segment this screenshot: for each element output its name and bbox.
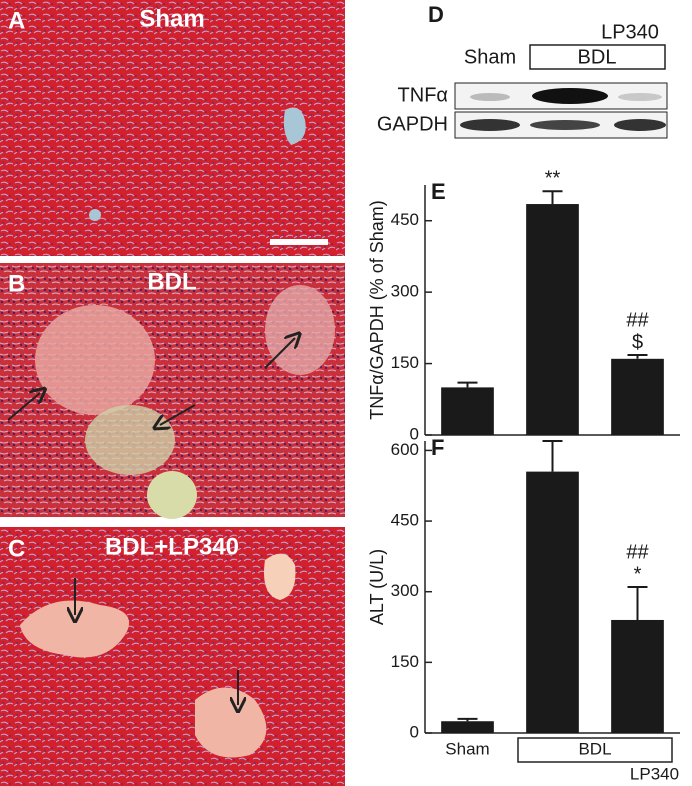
group-box bbox=[517, 737, 673, 763]
blot-band bbox=[530, 120, 600, 130]
blot-band bbox=[460, 119, 520, 131]
row-label: TNFα bbox=[398, 84, 448, 106]
y-axis-title: TNFα/GAPDH (% of Sham) bbox=[367, 200, 387, 419]
significance-label: ** bbox=[545, 417, 561, 439]
y-tick-label: 450 bbox=[391, 511, 419, 530]
panel-a: A Sham bbox=[0, 0, 345, 256]
panel-label: BDL bbox=[147, 268, 196, 295]
vessel bbox=[147, 471, 197, 519]
panel-label: Sham bbox=[139, 5, 204, 32]
x-tick-label: Sham bbox=[445, 739, 489, 758]
vessel bbox=[89, 209, 101, 221]
significance-label: ## bbox=[626, 541, 649, 563]
panel-c: C BDL+LP340 bbox=[0, 527, 345, 786]
row-label: GAPDH bbox=[377, 113, 448, 135]
panel-d: D LP340 Sham BDL TNFα GAPDH bbox=[377, 2, 668, 139]
significance-label: * bbox=[634, 563, 642, 585]
panel-letter: E bbox=[431, 179, 446, 204]
y-tick-label: 0 bbox=[410, 424, 419, 443]
panel-letter: B bbox=[8, 270, 25, 297]
vessel bbox=[264, 553, 296, 600]
necrosis bbox=[265, 285, 335, 375]
blot-band bbox=[618, 93, 662, 101]
y-tick-label: 150 bbox=[391, 353, 419, 372]
error-bar bbox=[627, 586, 648, 620]
group-label: Sham bbox=[464, 46, 516, 68]
necrosis bbox=[195, 687, 267, 758]
panel-letter: A bbox=[8, 7, 25, 34]
bar bbox=[526, 471, 579, 733]
group-label: BDL bbox=[578, 46, 617, 68]
x-tick-label: LP340 bbox=[630, 764, 679, 783]
significance-label: ** bbox=[545, 167, 561, 189]
arrow bbox=[264, 338, 295, 369]
group-box bbox=[529, 44, 666, 70]
error-bar bbox=[457, 381, 478, 388]
x-tick-label: BDL bbox=[578, 739, 611, 758]
bar bbox=[441, 387, 494, 435]
panel-letter: D bbox=[428, 2, 444, 27]
bar bbox=[441, 721, 494, 733]
arrow bbox=[160, 404, 196, 425]
panel-letter: F bbox=[431, 435, 444, 460]
necrosis bbox=[20, 600, 130, 658]
y-tick-label: 300 bbox=[391, 282, 419, 301]
error-bar bbox=[457, 717, 478, 722]
significance-label: ## bbox=[626, 309, 649, 331]
bar bbox=[526, 204, 579, 435]
y-tick-label: 0 bbox=[410, 722, 419, 741]
necrosis bbox=[35, 305, 155, 415]
blot-band bbox=[470, 93, 510, 101]
y-tick-label: 150 bbox=[391, 652, 419, 671]
bar bbox=[611, 619, 664, 733]
error-bar bbox=[542, 440, 563, 472]
bar bbox=[611, 358, 664, 435]
panel-letter: C bbox=[8, 535, 25, 562]
blot-band bbox=[614, 119, 666, 131]
arrow bbox=[7, 393, 40, 421]
necrosis bbox=[85, 405, 175, 475]
significance-label: $ bbox=[632, 331, 643, 353]
y-tick-label: 600 bbox=[391, 440, 419, 459]
panel-label: BDL+LP340 bbox=[105, 533, 239, 560]
error-bar bbox=[627, 354, 648, 359]
blot-band bbox=[532, 88, 608, 104]
y-tick-label: 450 bbox=[391, 210, 419, 229]
group-label: LP340 bbox=[601, 21, 659, 43]
y-tick-label: 300 bbox=[391, 581, 419, 600]
vessel bbox=[283, 107, 306, 145]
panel-b: B BDL bbox=[0, 263, 345, 519]
y-axis-title: ALT (U/L) bbox=[367, 549, 387, 625]
scale-bar bbox=[270, 239, 328, 245]
error-bar bbox=[542, 190, 563, 205]
